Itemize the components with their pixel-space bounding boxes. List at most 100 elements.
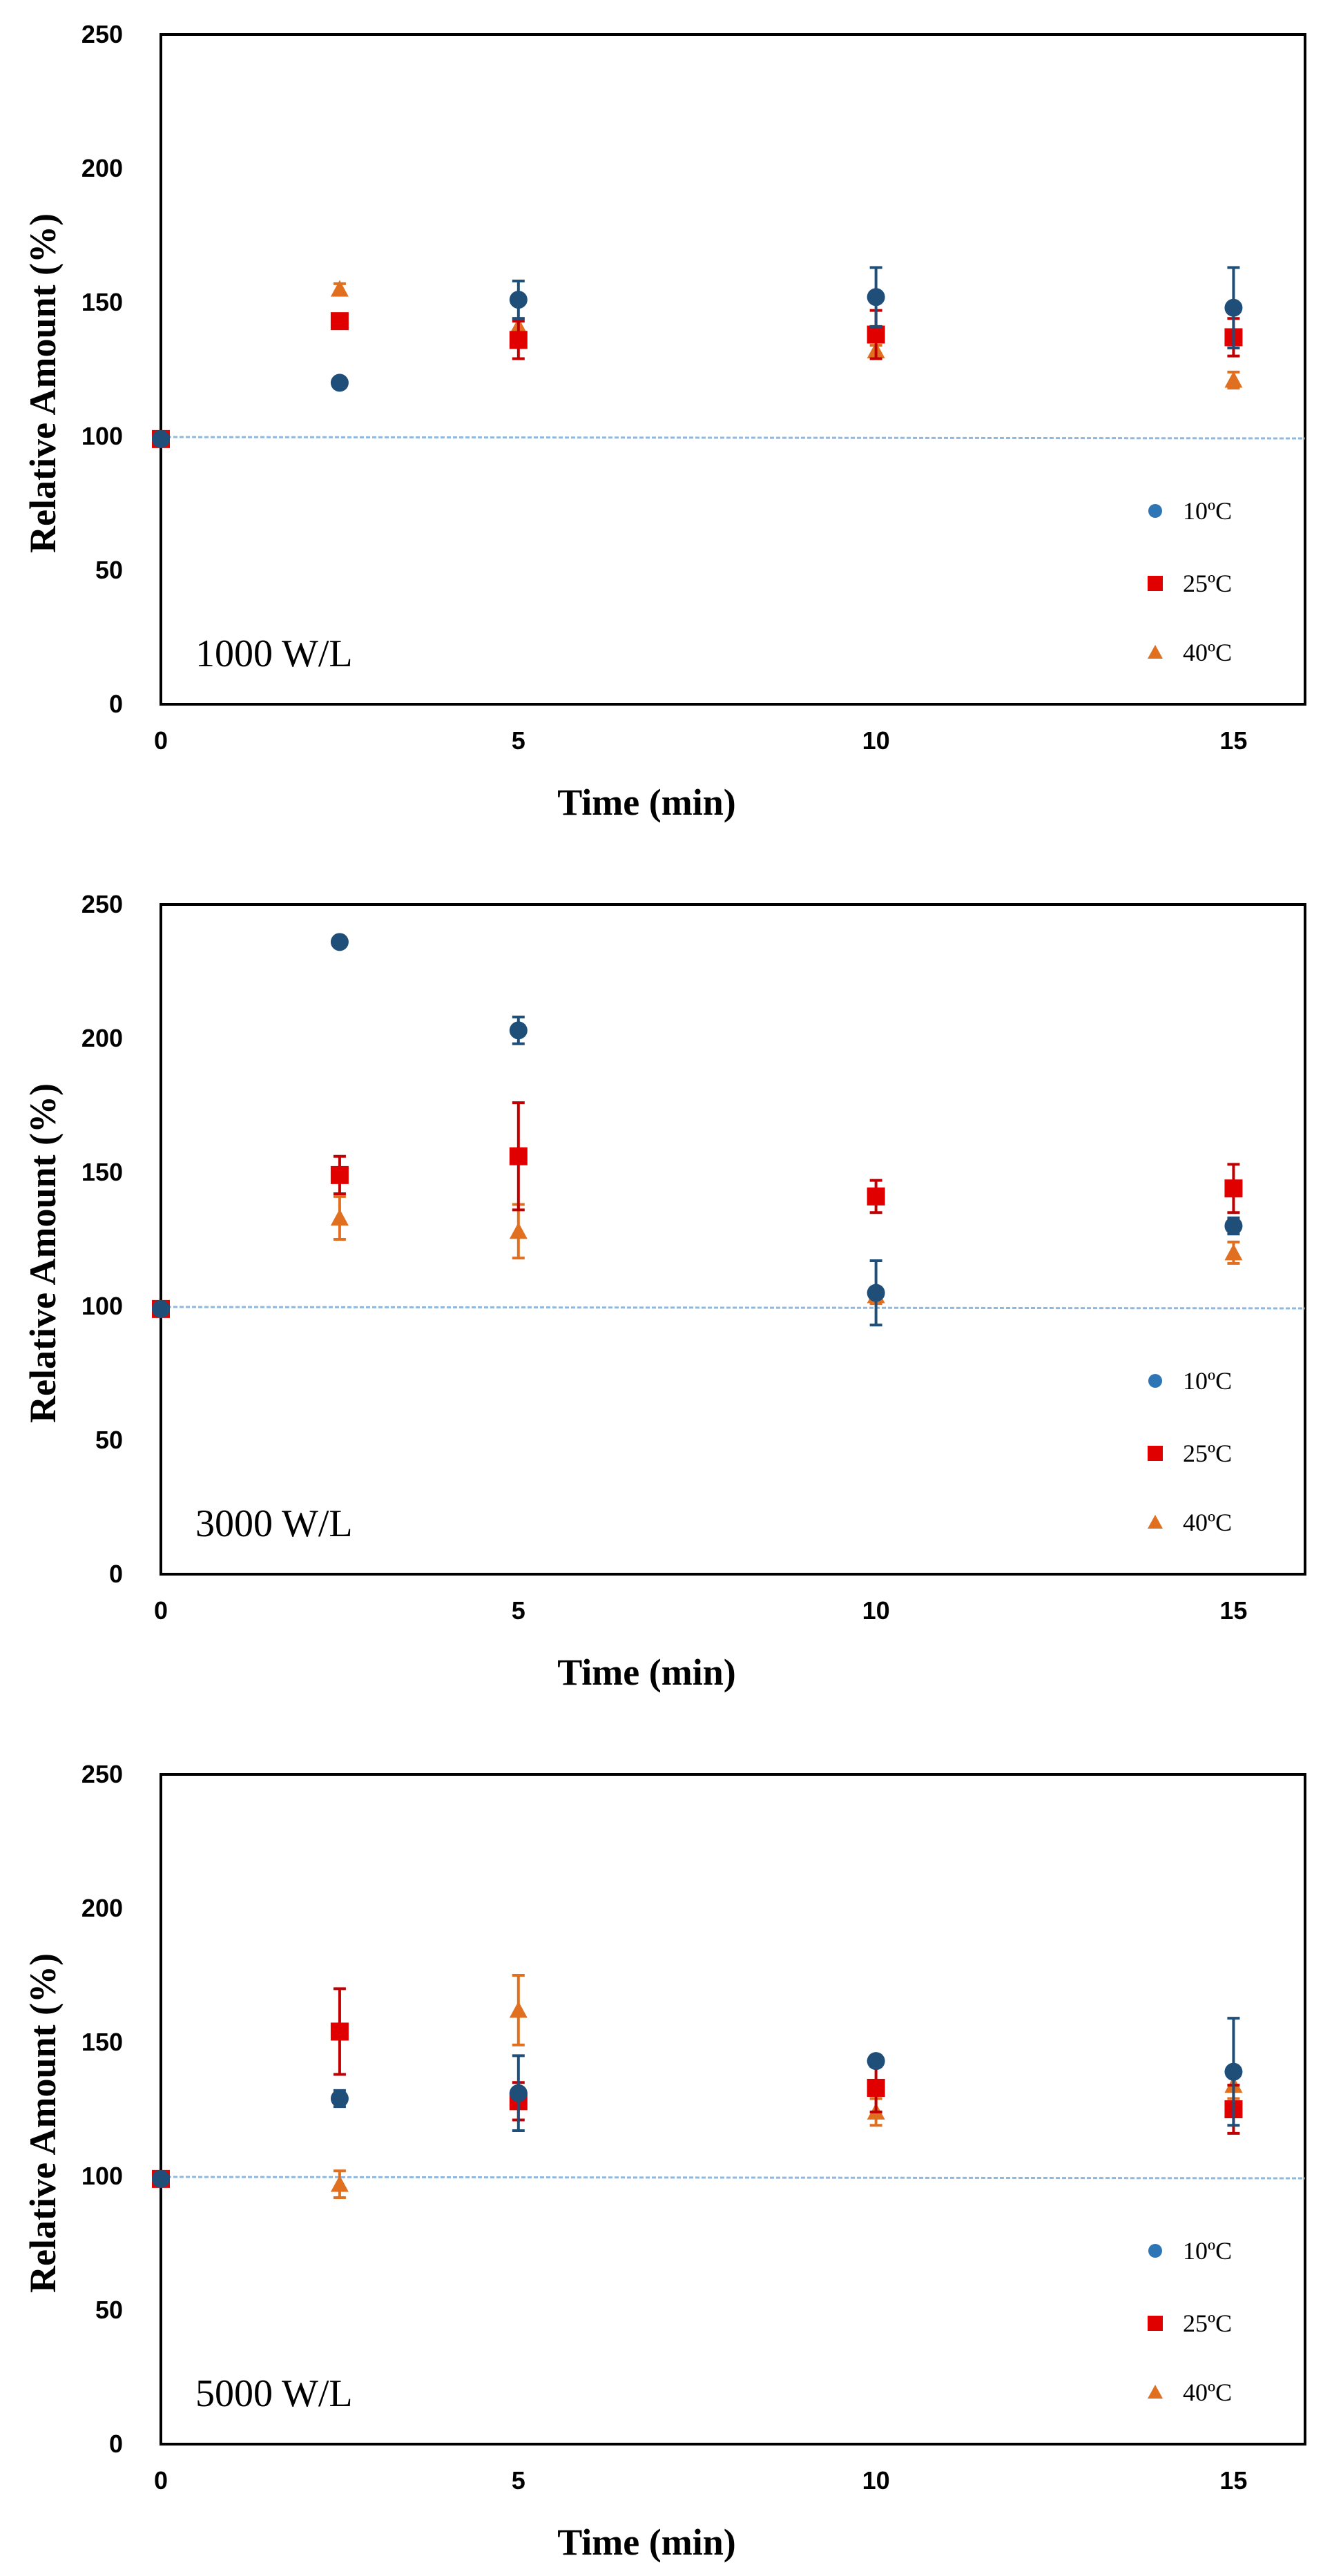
x-axis-title: Time (min) <box>557 782 735 823</box>
data-point-10c <box>509 1021 528 1040</box>
x-tick-label: 10 <box>862 1596 890 1625</box>
legend-label: 10ºC <box>1183 497 1232 525</box>
y-tick-label: 150 <box>81 1158 123 1186</box>
y-tick-label: 0 <box>109 2430 123 2458</box>
y-axis-title: Relative Amount (%) <box>22 213 64 553</box>
x-tick-label: 10 <box>862 726 890 755</box>
x-tick-label: 5 <box>512 1596 525 1625</box>
data-point-10c <box>509 2084 528 2102</box>
data-point-10c <box>1224 2062 1243 2081</box>
y-axis-title: Relative Amount (%) <box>22 1083 64 1423</box>
legend: 10ºC 25ºC 40ºC <box>1148 1367 1232 1536</box>
y-tick-label: 150 <box>81 288 123 316</box>
legend-marker-10c <box>1148 2244 1162 2258</box>
plot-frame <box>160 903 1306 1576</box>
data-point-10c <box>1224 1217 1243 1235</box>
legend-marker-10c <box>1148 1374 1162 1388</box>
plot-frame <box>160 1773 1306 2446</box>
data-point-25c <box>867 1187 885 1205</box>
x-tick-label: 15 <box>1219 2466 1247 2495</box>
data-point-10c <box>867 2052 885 2071</box>
chart-panel-2: 0 50 100 150 200 250 0 5 10 15 Time (min) Relative … <box>22 890 1306 1693</box>
data-point-10c <box>330 2089 349 2108</box>
x-tick-label: 0 <box>154 1596 168 1625</box>
legend-label: 25ºC <box>1183 2309 1232 2337</box>
y-tick-label: 50 <box>95 2296 123 2324</box>
legend-label: 40ºC <box>1183 2379 1232 2406</box>
data-point-40c <box>509 2001 528 2018</box>
y-tick-label: 0 <box>109 690 123 718</box>
baseline-line <box>160 2176 1306 2180</box>
data-point-40c <box>330 2175 349 2192</box>
baseline-line <box>160 1306 1306 1310</box>
chart-panel-1: 0 50 100 150 200 250 0 5 10 15 Time (min) Relative … <box>22 20 1306 823</box>
legend-label: 10ºC <box>1183 2237 1232 2265</box>
x-axis-title: Time (min) <box>557 1652 735 1693</box>
data-point-40c <box>509 1222 528 1239</box>
data-point-40c <box>1224 371 1243 388</box>
data-point-10c <box>152 2169 170 2188</box>
data-point-25c <box>509 1147 528 1165</box>
legend-label: 40ºC <box>1183 639 1232 666</box>
chart-panel-3: 0 50 100 150 200 250 0 5 10 15 Time (min) Relative … <box>22 1760 1306 2563</box>
power-annotation: 1000 W/L <box>195 632 353 675</box>
legend-marker-10c <box>1148 504 1162 518</box>
y-tick-label: 250 <box>81 890 123 918</box>
y-tick-label: 200 <box>81 154 123 182</box>
data-point-10c <box>1224 298 1243 317</box>
data-point-40c <box>1224 1243 1243 1261</box>
data-point-40c <box>330 280 349 297</box>
legend: 10ºC 25ºC 40ºC <box>1148 497 1232 666</box>
legend-marker-25c <box>1148 1446 1163 1461</box>
legend-label: 40ºC <box>1183 1509 1232 1536</box>
x-tick-label: 5 <box>512 2466 525 2495</box>
data-point-25c <box>867 2078 885 2097</box>
x-tick-label: 15 <box>1219 726 1247 755</box>
y-tick-label: 50 <box>95 1426 123 1454</box>
data-point-25c <box>509 331 528 349</box>
data-point-25c <box>330 2022 349 2041</box>
legend: 10ºC 25ºC 40ºC <box>1148 2237 1232 2406</box>
data-point-25c <box>1224 1179 1243 1198</box>
legend-label: 25ºC <box>1183 570 1232 597</box>
y-tick-label: 200 <box>81 1894 123 1922</box>
x-tick-label: 5 <box>512 726 525 755</box>
power-annotation: 5000 W/L <box>195 2372 353 2415</box>
legend-marker-25c <box>1148 576 1163 591</box>
y-tick-label: 100 <box>81 2162 123 2190</box>
data-point-10c <box>152 429 170 448</box>
x-tick-label: 0 <box>154 726 168 755</box>
y-tick-label: 200 <box>81 1024 123 1052</box>
data-point-40c <box>330 1208 349 1226</box>
data-point-10c <box>330 933 349 951</box>
y-tick-label: 250 <box>81 20 123 48</box>
y-tick-label: 100 <box>81 1292 123 1320</box>
data-point-10c <box>330 374 349 392</box>
legend-marker-40c <box>1148 1515 1163 1529</box>
legend-marker-25c <box>1148 2316 1163 2331</box>
y-tick-label: 50 <box>95 556 123 584</box>
baseline-line <box>160 436 1306 440</box>
y-tick-label: 250 <box>81 1760 123 1788</box>
plot-frame <box>160 33 1306 706</box>
x-tick-label: 0 <box>154 2466 168 2495</box>
y-tick-label: 150 <box>81 2028 123 2056</box>
data-point-25c <box>867 325 885 344</box>
legend-marker-40c <box>1148 645 1163 659</box>
legend-label: 10ºC <box>1183 1367 1232 1395</box>
data-point-25c <box>330 1165 349 1184</box>
legend-label: 25ºC <box>1183 1440 1232 1467</box>
data-point-10c <box>509 291 528 309</box>
power-annotation: 3000 W/L <box>195 1502 353 1545</box>
y-tick-label: 100 <box>81 422 123 450</box>
data-point-10c <box>152 1299 170 1318</box>
data-point-25c <box>330 312 349 331</box>
data-point-10c <box>867 288 885 307</box>
y-tick-label: 0 <box>109 1560 123 1588</box>
x-tick-label: 10 <box>862 2466 890 2495</box>
legend-marker-40c <box>1148 2385 1163 2399</box>
x-tick-label: 15 <box>1219 1596 1247 1625</box>
data-point-10c <box>867 1284 885 1302</box>
y-axis-title: Relative Amount (%) <box>22 1953 64 2293</box>
